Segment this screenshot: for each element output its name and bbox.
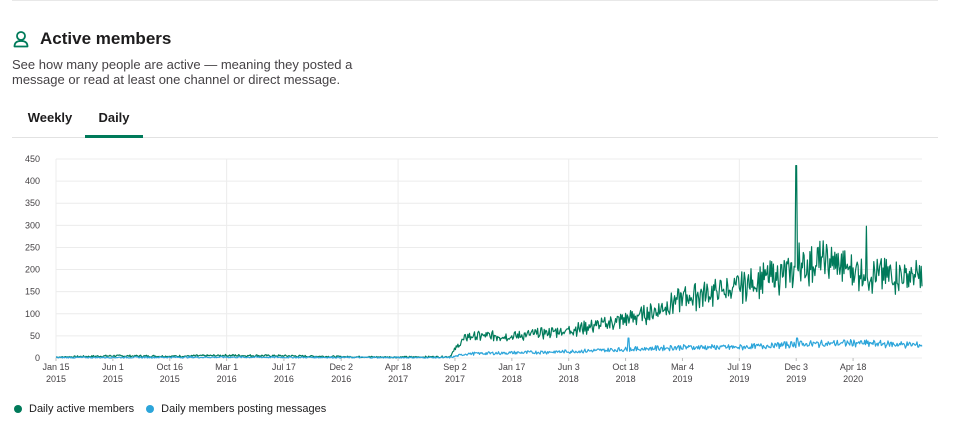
x-tick-year: 2015 — [160, 374, 180, 384]
section-header: Active members — [12, 29, 171, 49]
x-tick-year: 2016 — [217, 374, 237, 384]
x-tick-label: Dec 3 — [784, 362, 808, 372]
x-tick-year: 2015 — [103, 374, 123, 384]
x-tick-year: 2019 — [786, 374, 806, 384]
x-tick-label: Jan 15 — [42, 362, 69, 372]
tab-weekly[interactable]: Weekly — [17, 110, 83, 136]
x-tick-label: Jun 3 — [558, 362, 580, 372]
x-tick-label: Mar 4 — [671, 362, 694, 372]
x-tick-year: 2017 — [388, 374, 408, 384]
user-icon — [13, 31, 29, 48]
legend-item-active[interactable]: Daily active members — [14, 403, 134, 415]
x-tick-year: 2018 — [559, 374, 579, 384]
x-tick-label: Oct 16 — [156, 362, 183, 372]
page-title: Active members — [40, 29, 172, 48]
top-divider — [12, 0, 938, 1]
tab-daily[interactable]: Daily — [85, 110, 143, 138]
x-tick-year: 2017 — [445, 374, 465, 384]
x-tick-year: 2019 — [729, 374, 749, 384]
y-tick-label: 100 — [25, 309, 40, 319]
legend-dot-active — [14, 405, 22, 413]
x-tick-label: Dec 2 — [329, 362, 353, 372]
x-tick-year: 2016 — [274, 374, 294, 384]
tab-daily-label: Daily — [98, 110, 130, 125]
x-tick-label: Jul 19 — [727, 362, 751, 372]
x-tick-year: 2018 — [502, 374, 522, 384]
series-line-active-members — [55, 165, 923, 359]
y-tick-label: 300 — [25, 220, 40, 230]
x-tick-label: Oct 18 — [612, 362, 639, 372]
x-tick-label: Apr 18 — [840, 362, 867, 372]
y-tick-label: 50 — [30, 331, 40, 341]
legend-dot-posting — [146, 405, 155, 413]
y-tick-label: 400 — [25, 176, 40, 186]
y-tick-label: 0 — [35, 353, 40, 363]
x-tick-label: Jun 1 — [102, 362, 124, 372]
y-tick-label: 350 — [25, 198, 40, 208]
legend-label-active: Daily active members — [29, 403, 135, 415]
y-tick-label: 250 — [25, 242, 40, 252]
tab-selected-indicator — [85, 135, 143, 138]
x-tick-year: 2016 — [331, 374, 351, 384]
y-tick-label: 150 — [25, 287, 40, 297]
x-tick-label: Mar 1 — [215, 362, 238, 372]
x-tick-label: Jan 17 — [498, 362, 525, 372]
x-tick-label: Sep 2 — [443, 362, 467, 372]
series-line-posting-members — [55, 337, 923, 359]
y-tick-label: 450 — [25, 154, 40, 164]
legend-label-posting: Daily members posting messages — [161, 403, 327, 415]
active-members-chart: 0 50 100 150 200 250 300 350 400 450 Jan 15 2015 Jun… — [25, 154, 923, 384]
chart-legend: Daily active members Daily members posti… — [14, 403, 338, 415]
y-tick-label: 200 — [25, 265, 40, 275]
x-tick-year: 2020 — [843, 374, 863, 384]
description-text: See how many people are active — meaning… — [12, 57, 353, 87]
x-tick-year: 2019 — [672, 374, 692, 384]
x-tick-year: 2015 — [46, 374, 66, 384]
x-tick-label: Jul 17 — [272, 362, 296, 372]
x-tick-year: 2018 — [616, 374, 636, 384]
x-tick-label: Apr 18 — [385, 362, 412, 372]
legend-item-posting[interactable]: Daily members posting messages — [146, 403, 326, 415]
tab-weekly-label: Weekly — [27, 110, 73, 125]
tab-bar: Weekly Daily — [12, 104, 938, 138]
